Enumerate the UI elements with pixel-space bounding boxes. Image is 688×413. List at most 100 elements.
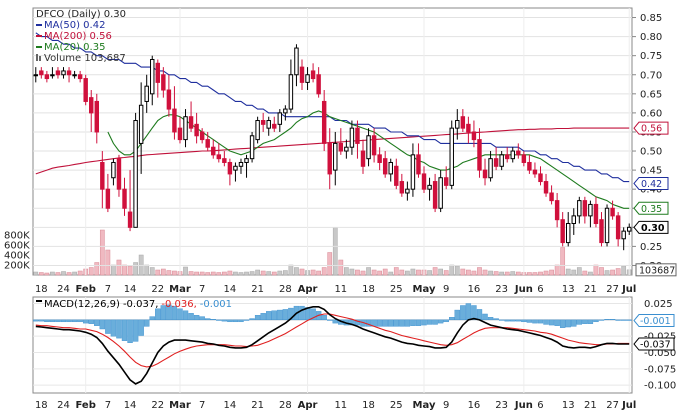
candle-body: [554, 200, 560, 221]
candle-body: [333, 142, 338, 171]
x-tick-label: 25: [390, 400, 403, 411]
volume-bar: [271, 271, 277, 276]
macd-histogram-bar: [593, 319, 599, 323]
x-tick-label: 28: [279, 400, 292, 411]
volume-bar: [38, 272, 44, 276]
candle-body: [493, 158, 499, 167]
macd-histogram-bar: [515, 319, 521, 322]
volume-bar: [477, 267, 482, 276]
volume-bar: [160, 268, 166, 276]
volume-bar: [33, 271, 39, 276]
price-x-axis: 18 24 Feb 7 14 22 Mar 7 14 21 28 Apr 11 18 25 May 9 16 23 J…: [35, 284, 636, 295]
macd-histogram-bar: [521, 319, 527, 323]
x-tick-label: 7: [199, 400, 205, 411]
candle-body: [344, 146, 349, 152]
macd-histogram-bar: [615, 319, 621, 321]
macd-histogram-bar: [71, 319, 78, 323]
price-y-tick-label: 0.40: [640, 185, 662, 196]
candle-body: [582, 200, 588, 217]
macd-y-tick-label: -0.025: [644, 332, 676, 343]
x-tick-label: 23: [495, 400, 508, 411]
legend-label: Volume 103,687: [44, 53, 126, 64]
macd-histogram-bar: [449, 317, 455, 321]
macd-histogram-bar: [620, 319, 627, 321]
x-tick-label: 7: [199, 284, 205, 295]
candle-body: [227, 161, 233, 175]
volume-bar: [77, 270, 83, 276]
candle-body: [266, 120, 271, 129]
volume-bar: [410, 268, 416, 276]
price-value-tags: 0.56 0.42 0.35 0.30 103687: [633, 121, 677, 277]
macd-histogram-bar: [188, 313, 194, 321]
price-y-tick-label: 0.50: [640, 147, 662, 158]
volume-bar: [61, 271, 66, 276]
candle-body: [194, 123, 199, 137]
macd-value-tag-box: [633, 337, 675, 351]
candle-body: [105, 188, 111, 209]
macd-histogram-bar: [193, 315, 200, 321]
price-value-tag: 0.35: [641, 204, 662, 215]
price-panel-frame: [32, 7, 633, 276]
candle-body: [77, 74, 83, 80]
volume-bar: [88, 267, 94, 276]
macd-histogram-bar: [421, 319, 427, 326]
volume-bar: [360, 270, 366, 276]
macd-histogram-bar: [310, 308, 316, 321]
volume-bar: [149, 267, 155, 276]
volume-bar: [277, 270, 283, 276]
volume-bar: [94, 262, 100, 276]
macd-legend-label: -0.037,: [123, 299, 158, 310]
x-tick-label: Jun: [514, 400, 533, 411]
candle-body: [183, 116, 188, 141]
macd-histogram-bar: [254, 315, 261, 321]
macd-histogram-bar: [548, 319, 555, 326]
candle-body: [394, 165, 399, 186]
candle-body: [111, 161, 116, 179]
volume-bar: [499, 271, 505, 276]
macd-histogram-bar: [537, 319, 544, 324]
candle-body: [150, 58, 155, 95]
candle-body: [399, 181, 405, 194]
volume-bar: [72, 271, 77, 276]
macd-plot-area: [32, 296, 633, 394]
x-tick-label: 18: [362, 284, 375, 295]
volume-bar: [288, 264, 294, 276]
volume-value-tag: 103687: [639, 265, 675, 276]
x-tick-label: 14: [124, 400, 137, 411]
candlesticks: [33, 44, 632, 251]
candle-body: [366, 135, 371, 160]
candle-body: [83, 78, 88, 102]
volume-bar: [249, 271, 255, 276]
x-tick-label: 7: [105, 284, 111, 295]
macd-histogram-bar: [205, 318, 211, 321]
volume-bar: [183, 266, 188, 276]
volume-bar: [599, 267, 604, 276]
macd-histogram-bar: [160, 305, 167, 321]
macd-histogram-bar: [587, 319, 594, 324]
macd-y-tick-label: -0.100: [644, 381, 676, 392]
macd-histogram-bar: [88, 319, 94, 324]
candle-body: [188, 116, 194, 129]
x-tick-label: Mar: [169, 284, 191, 295]
volume-y-tick-label: 800K: [4, 231, 30, 242]
macd-histogram-bar: [166, 304, 172, 321]
x-tick-label: 24: [57, 284, 70, 295]
x-tick-label: 14: [224, 284, 237, 295]
macd-histogram-bar: [260, 313, 266, 321]
volume-bar: [194, 271, 199, 276]
price-value-tag-box: [633, 220, 669, 234]
price-y-tick-label: 0.70: [640, 70, 662, 81]
macd-histogram-bar: [382, 319, 388, 327]
volume-bar: [382, 268, 388, 276]
candle-body: [122, 188, 127, 209]
price-value-tag: 0.56: [641, 124, 662, 135]
candle-body: [205, 139, 210, 148]
macd-histogram-bar: [210, 319, 216, 321]
volume-bar: [255, 269, 260, 276]
macd-histogram-bar: [227, 319, 233, 323]
macd-histogram-bar: [121, 319, 128, 341]
price-y-tick-label: 0.75: [640, 51, 662, 62]
candle-body: [421, 173, 427, 190]
macd-histogram-bar: [155, 308, 161, 321]
